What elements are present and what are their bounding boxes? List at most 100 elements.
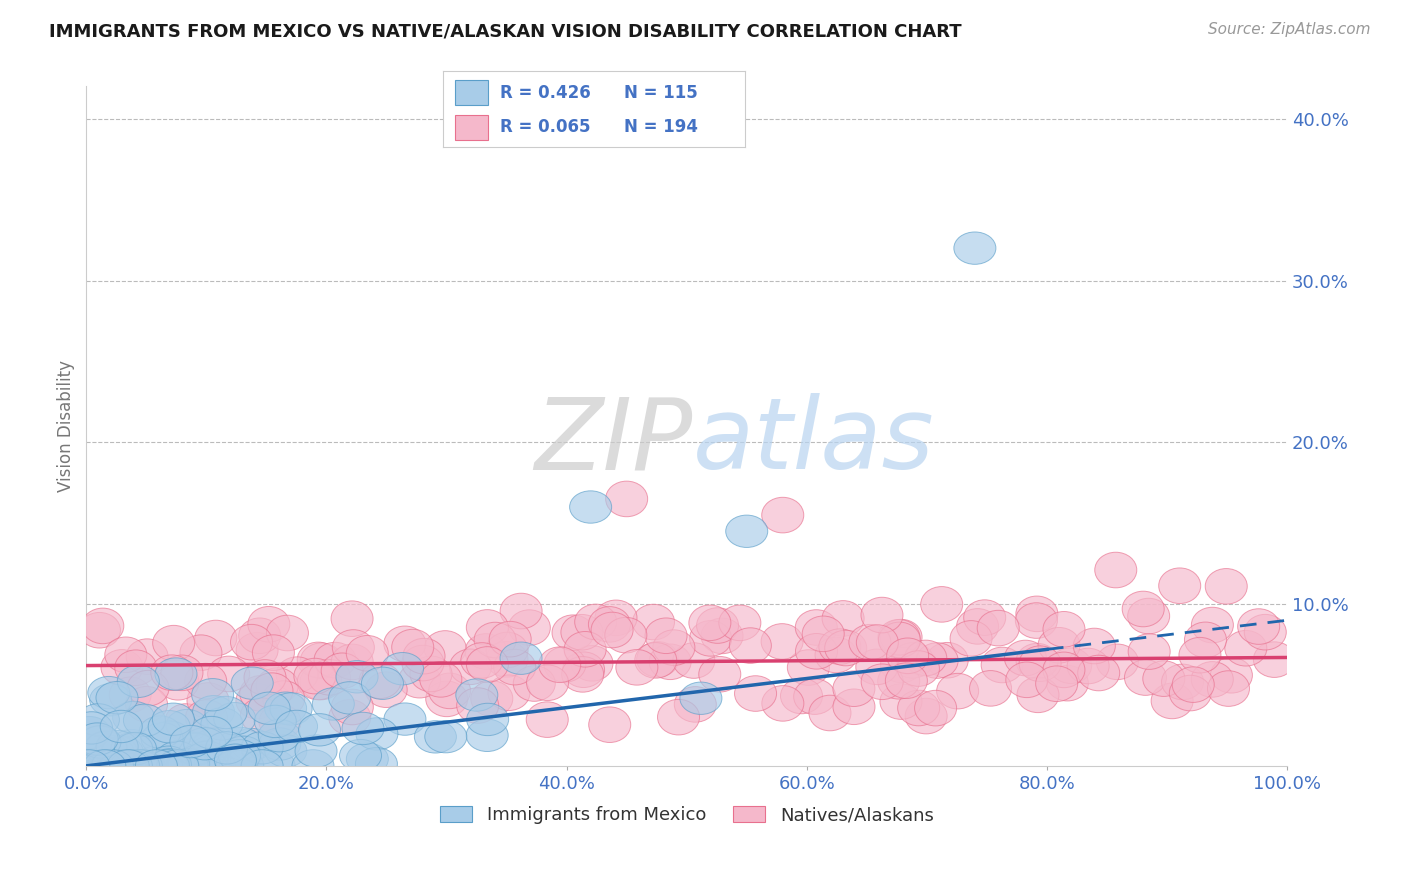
Ellipse shape — [146, 749, 188, 782]
Text: Source: ZipAtlas.com: Source: ZipAtlas.com — [1208, 22, 1371, 37]
Ellipse shape — [231, 667, 273, 699]
Ellipse shape — [222, 736, 264, 768]
Ellipse shape — [953, 232, 995, 264]
Ellipse shape — [98, 749, 141, 782]
Ellipse shape — [135, 749, 177, 782]
Ellipse shape — [457, 688, 499, 723]
Ellipse shape — [219, 727, 262, 760]
Ellipse shape — [236, 683, 278, 719]
Ellipse shape — [329, 681, 371, 714]
Ellipse shape — [366, 672, 408, 707]
Text: R = 0.426: R = 0.426 — [501, 84, 591, 102]
Ellipse shape — [474, 623, 516, 657]
Ellipse shape — [108, 749, 150, 782]
Ellipse shape — [215, 749, 257, 782]
Ellipse shape — [72, 749, 114, 782]
Ellipse shape — [149, 721, 191, 754]
Ellipse shape — [818, 629, 860, 665]
Ellipse shape — [650, 644, 692, 680]
Ellipse shape — [174, 732, 217, 764]
Ellipse shape — [79, 749, 121, 782]
Ellipse shape — [141, 749, 183, 782]
Ellipse shape — [184, 664, 226, 699]
Ellipse shape — [803, 616, 844, 652]
Ellipse shape — [645, 618, 688, 654]
Ellipse shape — [125, 687, 167, 722]
Ellipse shape — [905, 698, 948, 734]
Ellipse shape — [107, 749, 149, 782]
Ellipse shape — [1038, 627, 1080, 663]
Ellipse shape — [762, 498, 804, 533]
Ellipse shape — [1050, 648, 1091, 683]
Ellipse shape — [897, 651, 939, 686]
Ellipse shape — [914, 690, 956, 726]
Ellipse shape — [332, 630, 374, 665]
Ellipse shape — [564, 632, 606, 667]
Ellipse shape — [1152, 683, 1194, 719]
Ellipse shape — [208, 657, 250, 691]
Ellipse shape — [456, 679, 498, 711]
Ellipse shape — [526, 702, 568, 738]
Ellipse shape — [314, 642, 356, 678]
Ellipse shape — [250, 673, 292, 708]
Ellipse shape — [218, 739, 260, 772]
Ellipse shape — [486, 632, 529, 668]
Ellipse shape — [1095, 552, 1137, 588]
Ellipse shape — [936, 673, 979, 709]
Ellipse shape — [1191, 607, 1233, 643]
Ellipse shape — [880, 619, 922, 655]
Ellipse shape — [886, 663, 928, 698]
Ellipse shape — [1036, 666, 1077, 701]
Ellipse shape — [891, 642, 934, 678]
Ellipse shape — [84, 731, 127, 764]
Ellipse shape — [236, 632, 278, 668]
Ellipse shape — [450, 649, 492, 684]
Ellipse shape — [879, 622, 921, 657]
Ellipse shape — [494, 649, 536, 685]
Ellipse shape — [148, 746, 190, 779]
Ellipse shape — [702, 618, 742, 654]
Ellipse shape — [569, 491, 612, 524]
Ellipse shape — [825, 631, 866, 665]
Ellipse shape — [259, 704, 301, 739]
Ellipse shape — [381, 653, 423, 685]
Ellipse shape — [180, 635, 222, 671]
Ellipse shape — [1097, 644, 1139, 680]
Ellipse shape — [1128, 634, 1170, 669]
Ellipse shape — [79, 726, 121, 758]
Ellipse shape — [100, 710, 142, 743]
Ellipse shape — [425, 631, 467, 666]
Ellipse shape — [562, 652, 605, 688]
Ellipse shape — [247, 607, 290, 642]
Ellipse shape — [110, 677, 152, 713]
Text: R = 0.065: R = 0.065 — [501, 119, 591, 136]
Ellipse shape — [538, 647, 581, 682]
Ellipse shape — [214, 744, 256, 776]
Ellipse shape — [571, 646, 613, 681]
Ellipse shape — [254, 706, 297, 738]
Ellipse shape — [193, 696, 235, 728]
Ellipse shape — [880, 647, 922, 682]
Ellipse shape — [231, 729, 273, 761]
Ellipse shape — [1125, 660, 1167, 696]
Ellipse shape — [186, 699, 228, 735]
Ellipse shape — [117, 665, 159, 698]
Ellipse shape — [253, 635, 294, 671]
Ellipse shape — [111, 730, 153, 762]
Ellipse shape — [1253, 642, 1295, 677]
Ellipse shape — [156, 741, 198, 773]
Ellipse shape — [346, 743, 388, 775]
Ellipse shape — [1046, 665, 1088, 701]
Ellipse shape — [513, 665, 555, 701]
Ellipse shape — [1211, 657, 1253, 693]
Ellipse shape — [796, 610, 838, 645]
Ellipse shape — [1170, 675, 1212, 711]
Ellipse shape — [298, 714, 340, 746]
Ellipse shape — [166, 709, 208, 742]
Ellipse shape — [155, 658, 197, 690]
Ellipse shape — [205, 731, 247, 764]
Ellipse shape — [259, 728, 301, 760]
Ellipse shape — [658, 699, 700, 735]
Ellipse shape — [299, 665, 342, 700]
Ellipse shape — [561, 615, 603, 650]
